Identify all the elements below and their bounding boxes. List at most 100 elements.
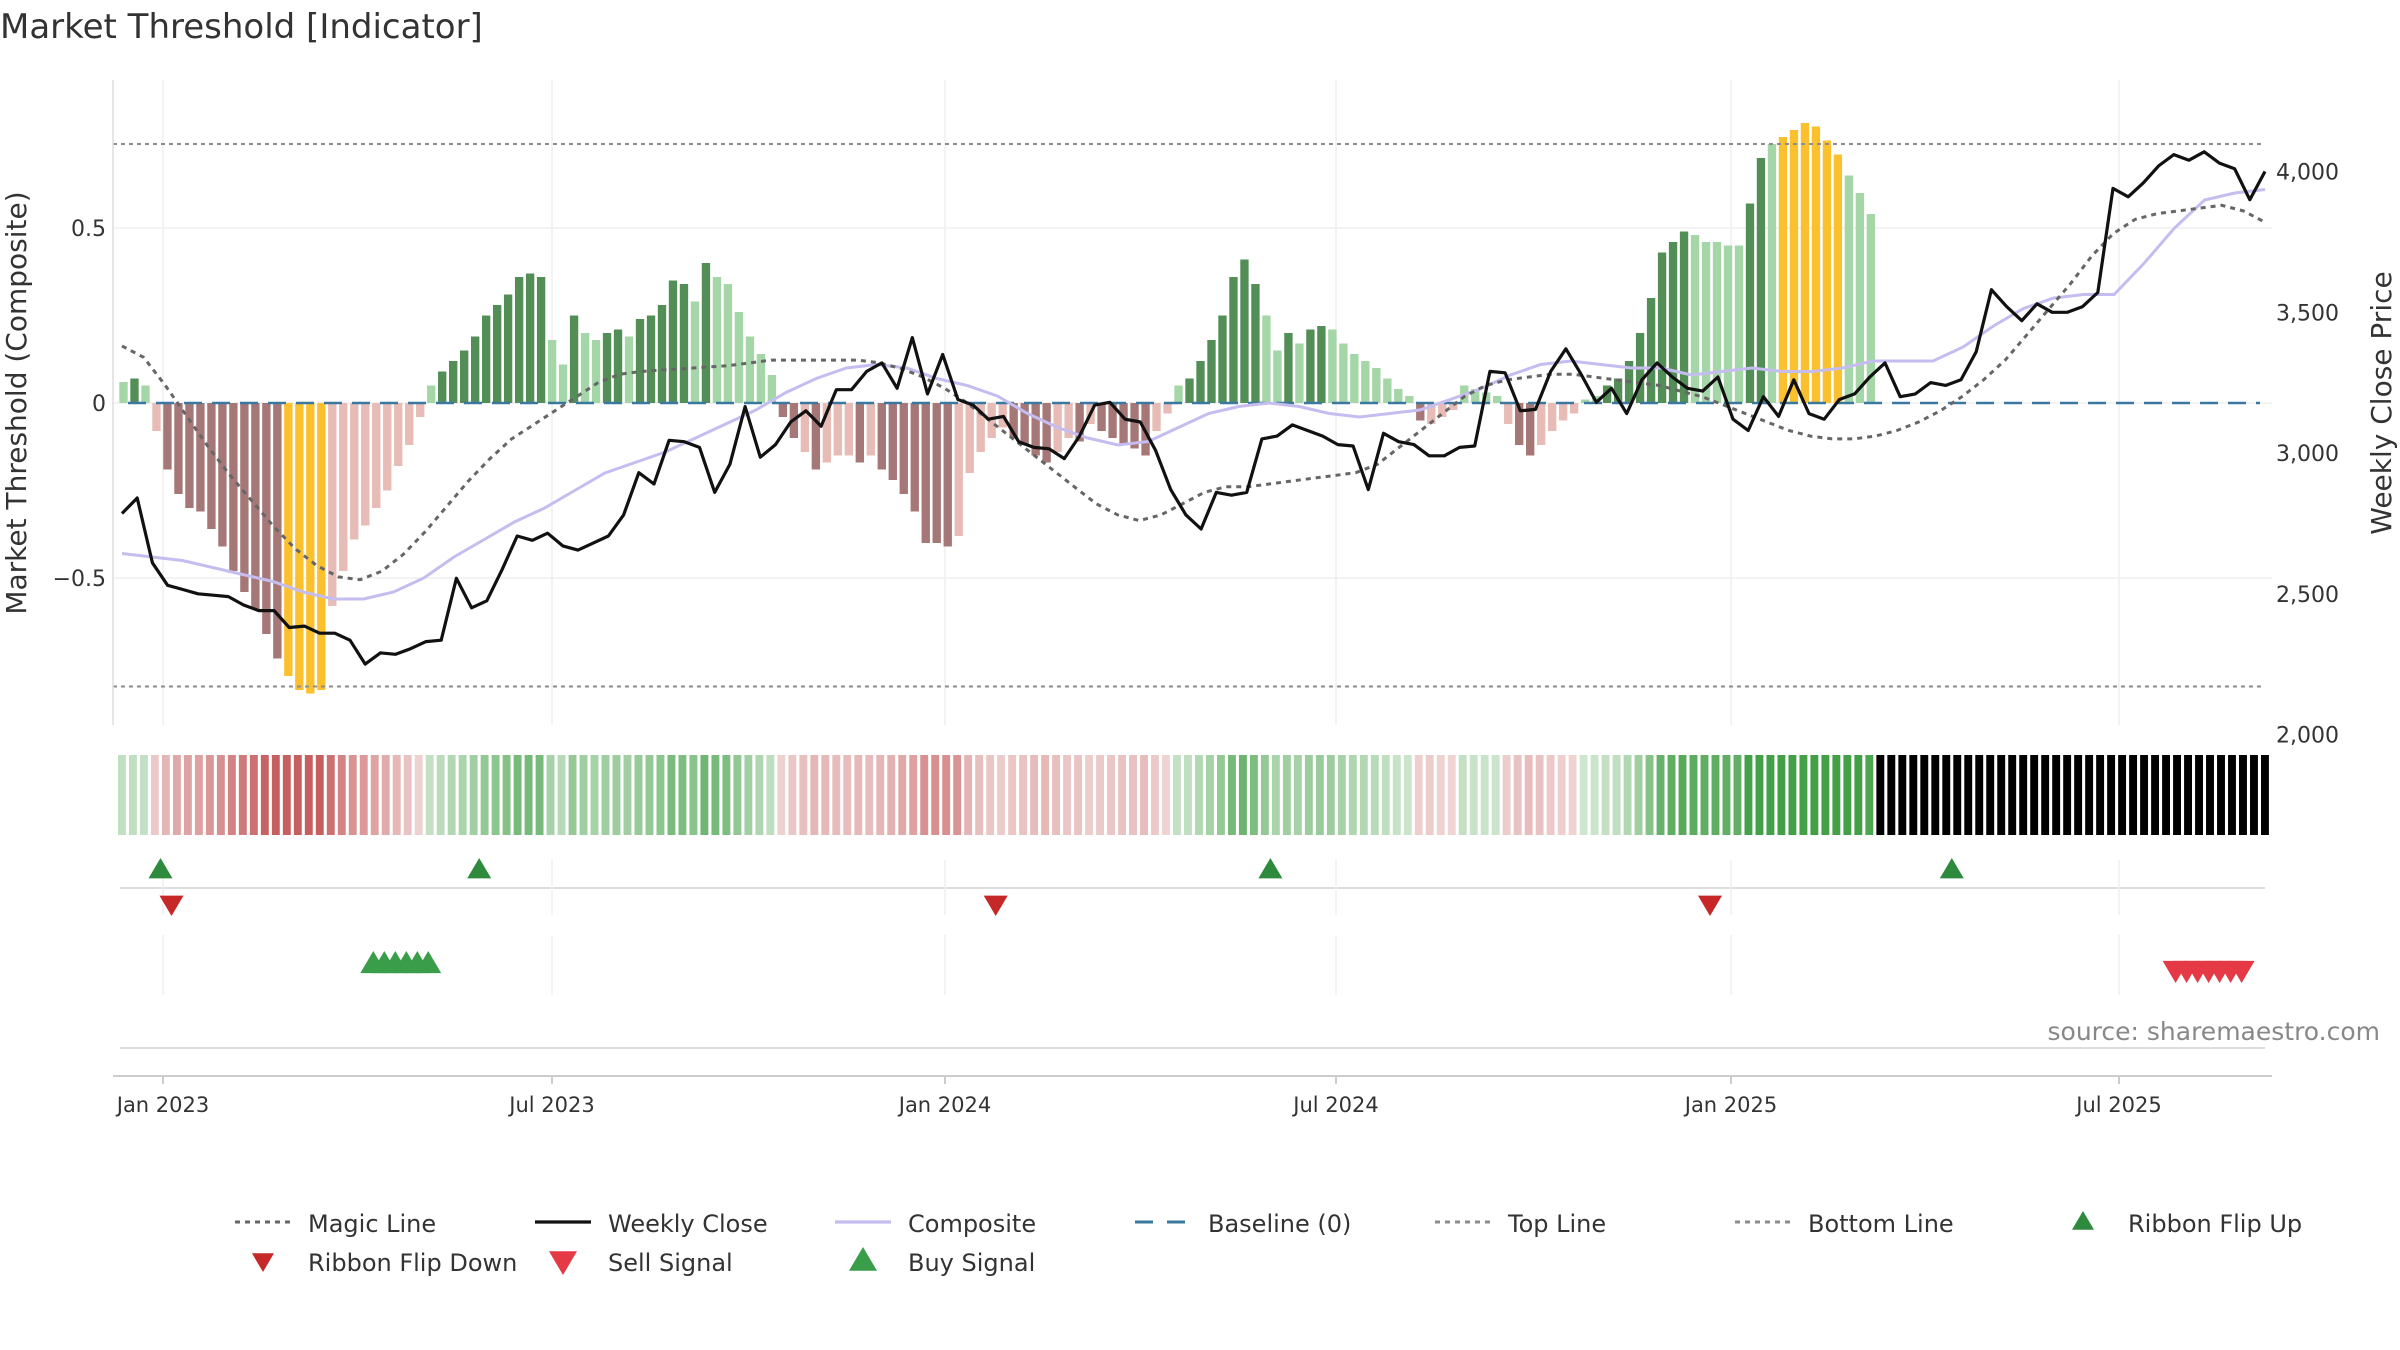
composite-bar: [416, 403, 425, 417]
ribbon-cell: [1304, 755, 1313, 835]
composite-bar: [295, 403, 304, 690]
ribbon-cell: [711, 755, 720, 835]
composite-bar: [1163, 403, 1172, 414]
composite-bar: [778, 403, 788, 417]
composite-bar: [1361, 361, 1370, 403]
composite-bar: [427, 385, 436, 403]
ribbon-cell: [2063, 755, 2072, 835]
legend-label: Magic Line: [308, 1210, 436, 1238]
ribbon-cell: [513, 755, 522, 835]
ribbon-cell: [755, 755, 764, 835]
legend-label: Weekly Close: [608, 1210, 768, 1238]
composite-bar: [1273, 350, 1282, 403]
composite-bar: [174, 403, 183, 494]
ribbon-flip-up-marker: [1939, 858, 1964, 879]
ribbon-cell: [1502, 755, 1511, 835]
ribbon-cell: [1931, 755, 1940, 835]
ribbon-cell: [348, 755, 357, 835]
composite-bar: [767, 375, 777, 403]
composite-bar: [1712, 242, 1722, 403]
ribbon-flip-up-marker: [467, 858, 492, 879]
ribbon-cell: [1832, 755, 1841, 835]
ribbon-cell: [1986, 755, 1995, 835]
ribbon-cell: [183, 755, 192, 835]
composite-bars: [119, 123, 1876, 694]
ribbon-cell: [2261, 755, 2269, 835]
series-lines: [113, 143, 2267, 688]
signal-rows: [120, 858, 2265, 1049]
ribbon-cell: [689, 755, 698, 835]
composite-bar: [372, 403, 381, 508]
ribbon-cell: [403, 755, 412, 835]
x-tick-label: Jan 2024: [897, 1093, 992, 1117]
ribbon-cell: [1821, 755, 1830, 835]
composite-bar: [690, 301, 700, 403]
composite-bar: [987, 403, 996, 438]
ribbon-cell: [1535, 755, 1544, 835]
ribbon-cell: [1315, 755, 1324, 835]
ribbon-cell: [766, 755, 775, 835]
ribbon-cell: [469, 755, 478, 835]
ribbon-cell: [832, 755, 841, 835]
ribbon-cell: [2151, 755, 2160, 835]
ribbon-cell: [161, 755, 170, 835]
ribbon-cell: [1063, 755, 1072, 835]
composite-bar: [1031, 403, 1040, 456]
composite-line: [121, 188, 2266, 601]
composite-bar: [558, 364, 568, 403]
ribbon-cell: [2239, 755, 2247, 835]
ribbon-cell: [2129, 755, 2138, 835]
composite-bar: [833, 403, 843, 456]
ribbon-cell: [1260, 755, 1269, 835]
ribbon-cell: [1524, 755, 1533, 835]
ribbon-cell: [1249, 755, 1258, 835]
ribbon-flip-down-marker: [983, 895, 1008, 916]
composite-bar: [207, 403, 216, 529]
x-axis-ticks: Jan 2023 Jul 2023 Jan 2024 Jul 2024 Jan 2025…: [115, 1076, 2162, 1117]
composite-bar: [1218, 315, 1227, 403]
ribbon-strip: [118, 755, 2269, 835]
composite-bar: [1042, 403, 1051, 463]
composite-bar: [866, 403, 875, 456]
composite-bar: [547, 340, 557, 403]
composite-bar: [1394, 389, 1403, 403]
composite-bar: [635, 319, 645, 403]
ribbon-cell: [1129, 755, 1137, 835]
composite-bar: [1372, 368, 1381, 403]
ribbon-cell: [1151, 755, 1159, 835]
ribbon-cell: [821, 755, 830, 835]
composite-bar: [438, 371, 447, 403]
composite-bar: [855, 403, 864, 463]
ribbon-cell: [722, 755, 731, 835]
composite-bar: [1427, 403, 1436, 424]
ribbon-cell: [1403, 755, 1412, 835]
ribbon-cell: [1436, 755, 1445, 835]
ribbon-cell: [392, 755, 401, 835]
ribbon-cell: [1096, 755, 1104, 835]
ribbon-cell: [733, 755, 742, 835]
ribbon-cell: [194, 755, 203, 835]
composite-bar: [734, 312, 744, 403]
ribbon-flip-down-marker: [159, 895, 184, 916]
ribbon-cell: [414, 755, 423, 835]
ribbon-cell: [601, 755, 610, 835]
composite-bar: [745, 336, 755, 403]
composite-bar: [1229, 277, 1238, 403]
composite-bar: [1580, 399, 1590, 403]
composite-bar: [965, 403, 974, 473]
ribbon-cell: [1854, 755, 1863, 835]
composite-bar: [1866, 214, 1876, 403]
composite-bar: [888, 403, 897, 480]
composite-bar: [1152, 403, 1161, 431]
ribbon-cell: [1491, 755, 1500, 835]
ribbon-cell: [1184, 755, 1192, 835]
ribbon-cell: [986, 755, 995, 835]
buy-signal-marker: [415, 951, 442, 974]
composite-bar: [306, 403, 315, 694]
ribbon-cell: [1656, 755, 1665, 835]
composite-bar: [701, 263, 711, 403]
legend-label: Baseline (0): [1208, 1210, 1351, 1238]
legend-item: Baseline (0): [1135, 1210, 1351, 1238]
legend-item: Sell Signal: [549, 1249, 733, 1277]
ribbon-cell: [1271, 755, 1280, 835]
